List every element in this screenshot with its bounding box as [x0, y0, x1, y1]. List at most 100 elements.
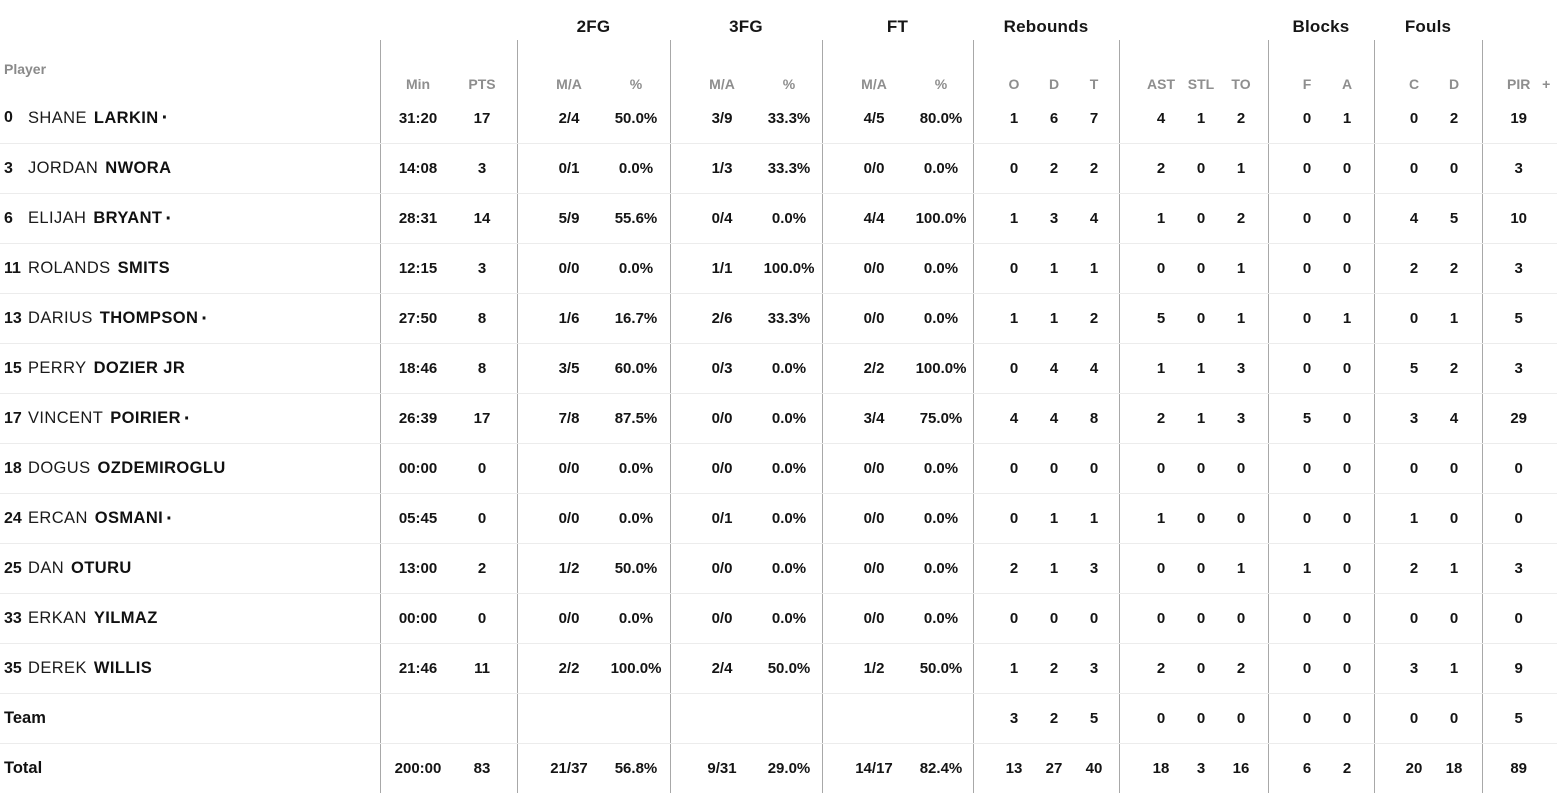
player-number: 15 — [4, 359, 22, 377]
pir-cell: 5 — [1482, 694, 1557, 743]
stat-to: 2 — [1236, 109, 1246, 127]
player-cell[interactable]: 35 DEREK WILLIS — [0, 644, 380, 693]
stat-ft-ma: 1/2 — [863, 660, 885, 677]
player-first-name: VINCENT — [28, 409, 104, 427]
player-cell[interactable]: 3 JORDAN NWORA — [0, 144, 380, 193]
player-number: 35 — [4, 659, 22, 677]
ft-ma-header-label: M/A — [861, 76, 887, 92]
stat-block-a: 0 — [1342, 510, 1352, 527]
player-cell[interactable]: Total — [0, 744, 380, 793]
player-cell[interactable]: 6 ELIJAH BRYANT · — [0, 194, 380, 243]
ft-cell: 3/4 75.0% — [822, 394, 973, 443]
player-cell[interactable]: 0 SHANE LARKIN · — [0, 93, 380, 143]
stat-block-a: 0 — [1342, 660, 1352, 677]
rebounds-cell: 0 4 4 — [973, 344, 1119, 393]
stat-ft-ma: 4/5 — [863, 109, 885, 127]
stat-reb-o: 0 — [1009, 510, 1019, 527]
minpts-cell: 05:45 0 — [380, 494, 517, 543]
player-cell[interactable]: 33 ERKAN YILMAZ — [0, 594, 380, 643]
group-header-fouls: Fouls — [1374, 0, 1482, 40]
pir-cell: 3 — [1482, 144, 1557, 193]
starter-indicator-icon: · — [165, 207, 173, 230]
aststlto-cell: 0 0 0 — [1119, 694, 1268, 743]
minpts-cell: 21:46 11 — [380, 644, 517, 693]
player-cell[interactable]: 13 DARIUS THOMPSON · — [0, 294, 380, 343]
stat-stl: 1 — [1196, 410, 1206, 427]
blocks-cell: 0 0 — [1268, 494, 1374, 543]
pir-header: PIR + — [1482, 40, 1557, 93]
player-cell[interactable]: 24 ERCAN OSMANI · — [0, 494, 380, 543]
player-column-header: Player — [0, 40, 380, 93]
ft-cell: 0/0 0.0% — [822, 544, 973, 593]
player-last-name: WILLIS — [93, 659, 153, 677]
pir-cell: 0 — [1482, 444, 1557, 493]
stat-to: 1 — [1236, 310, 1246, 327]
starter-indicator-icon: · — [201, 307, 208, 330]
stat-pts: 2 — [477, 560, 487, 577]
fg3-ma-header-label: M/A — [709, 76, 735, 92]
stat-block-a: 1 — [1342, 109, 1352, 127]
player-cell[interactable]: 11 ROLANDS SMITS — [0, 244, 380, 293]
reb-d-header-label: D — [1048, 76, 1060, 92]
stat-3fg-pct: 0.0% — [771, 560, 807, 577]
fg3-cell: 0/0 0.0% — [670, 544, 822, 593]
fg3-cell: 3/9 33.3% — [670, 93, 822, 143]
table-row: 18 DOGUS OZDEMIROGLU 00:00 0 0/0 0.0% 0/… — [0, 443, 1557, 493]
stat-block-f: 0 — [1302, 310, 1312, 327]
player-cell[interactable]: Team — [0, 694, 380, 743]
player-last-name: THOMPSON — [99, 309, 199, 327]
aststlto-cell: 1 1 3 — [1119, 344, 1268, 393]
fg2-cell: 0/0 0.0% — [517, 494, 670, 543]
player-cell[interactable]: 18 DOGUS OZDEMIROGLU — [0, 444, 380, 493]
stat-reb-d: 3 — [1049, 210, 1059, 227]
stat-reb-t: 4 — [1089, 210, 1099, 227]
stat-stl: 0 — [1196, 660, 1206, 677]
stat-ft-pct: 75.0% — [919, 410, 963, 427]
stat-block-f: 0 — [1302, 360, 1312, 377]
stat-pts: 0 — [477, 510, 487, 527]
stat-foul-c: 2 — [1409, 560, 1419, 577]
stat-min: 27:50 — [398, 310, 438, 327]
stat-pir: 10 — [1510, 210, 1527, 227]
stat-stl: 1 — [1196, 360, 1206, 377]
fg3-cell: 0/0 0.0% — [670, 594, 822, 643]
aststlto-cell: 4 1 2 — [1119, 93, 1268, 143]
stat-block-f: 0 — [1302, 710, 1312, 727]
stat-reb-o: 2 — [1009, 560, 1019, 577]
player-cell[interactable]: 17 VINCENT POIRIER · — [0, 394, 380, 443]
player-last-name: SMITS — [117, 259, 170, 277]
rebounds-cell: 1 1 2 — [973, 294, 1119, 343]
stat-block-f: 0 — [1302, 160, 1312, 177]
stat-to: 2 — [1236, 660, 1246, 677]
stat-ft-pct: 0.0% — [923, 560, 959, 577]
group-label-fouls: Fouls — [1404, 17, 1452, 36]
stat-min: 31:20 — [398, 109, 438, 127]
stat-foul-d: 0 — [1449, 460, 1459, 477]
stat-block-a: 0 — [1342, 410, 1352, 427]
stat-stl: 0 — [1196, 510, 1206, 527]
stat-foul-d: 0 — [1449, 710, 1459, 727]
fg3-cell: 0/3 0.0% — [670, 344, 822, 393]
stat-block-a: 0 — [1342, 610, 1352, 627]
fouls-cell: 0 0 — [1374, 444, 1482, 493]
stat-foul-c: 5 — [1409, 360, 1419, 377]
stat-foul-d: 2 — [1449, 109, 1459, 127]
stat-reb-t: 2 — [1089, 310, 1099, 327]
stat-stl: 0 — [1196, 610, 1206, 627]
stat-stl: 0 — [1196, 210, 1206, 227]
fg2-pct-header-label: % — [629, 76, 643, 92]
stat-2fg-ma: 21/37 — [550, 760, 588, 777]
stat-2fg-pct: 100.0% — [610, 660, 662, 677]
stat-pts: 83 — [473, 760, 491, 777]
blocks-cell: 6 2 — [1268, 744, 1374, 793]
stat-reb-t: 7 — [1089, 109, 1099, 127]
player-cell[interactable]: 25 DAN OTURU — [0, 544, 380, 593]
starter-indicator-icon: · — [183, 407, 191, 430]
stat-ast: 2 — [1156, 410, 1166, 427]
stat-reb-o: 0 — [1009, 260, 1019, 277]
player-cell[interactable]: 15 PERRY DOZIER JR — [0, 344, 380, 393]
stat-2fg-ma: 0/0 — [558, 460, 580, 477]
row-label: Total — [4, 759, 43, 777]
stat-block-f: 0 — [1302, 109, 1312, 127]
stat-stl: 1 — [1196, 109, 1206, 127]
